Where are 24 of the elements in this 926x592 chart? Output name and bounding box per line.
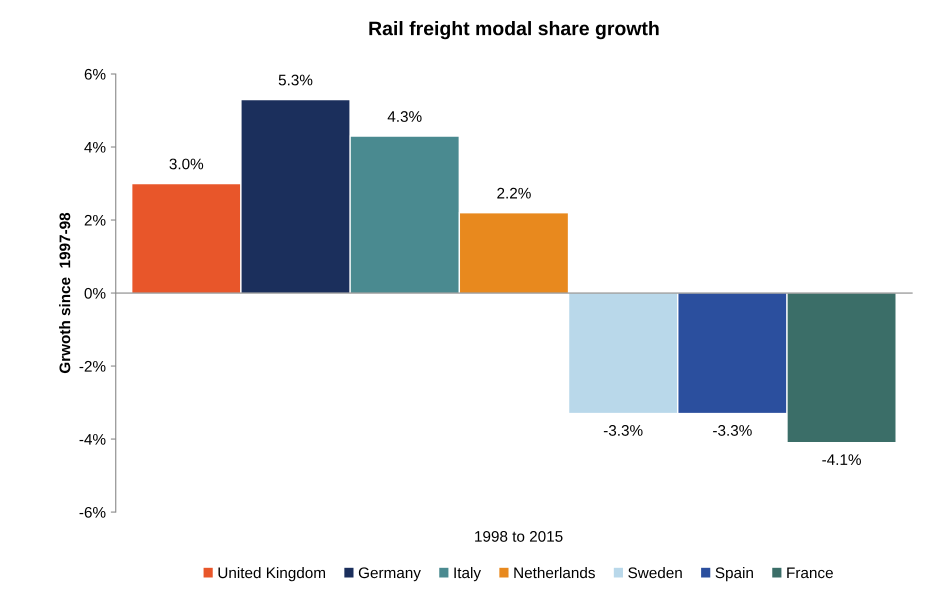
data-label: -3.3%: [713, 425, 752, 436]
legend-label: Netherlands: [514, 566, 595, 578]
data-label: 2.2%: [497, 188, 531, 199]
y-tick-label: -2%: [80, 360, 106, 372]
y-tick-label: 4%: [84, 142, 106, 153]
y-tick-label: -4%: [80, 434, 106, 445]
legend-label: France: [787, 568, 833, 578]
y-tick-label: 2%: [84, 214, 106, 226]
chart-title: Rail freight modal share growth: [369, 21, 659, 40]
y-tick-label: 0%: [84, 288, 106, 299]
data-label: -4.1%: [822, 454, 861, 465]
legend-label: Sweden: [628, 566, 682, 578]
data-label: 3.0%: [169, 158, 204, 170]
y-tick-label: -6%: [80, 506, 106, 518]
data-label: 4.3%: [388, 111, 422, 122]
y-axis-title: Grwoth since 1997-98: [59, 212, 70, 374]
y-tick-label: 6%: [84, 68, 106, 80]
legend-label: Spain: [716, 566, 753, 582]
legend-label: Italy: [454, 566, 481, 582]
data-label: -3.3%: [604, 425, 643, 436]
x-axis-title: 1998 to 2015: [475, 531, 563, 542]
legend-label: United Kingdom: [218, 566, 326, 582]
legend-label: Germany: [358, 567, 421, 582]
data-label: 5.3%: [278, 74, 312, 86]
